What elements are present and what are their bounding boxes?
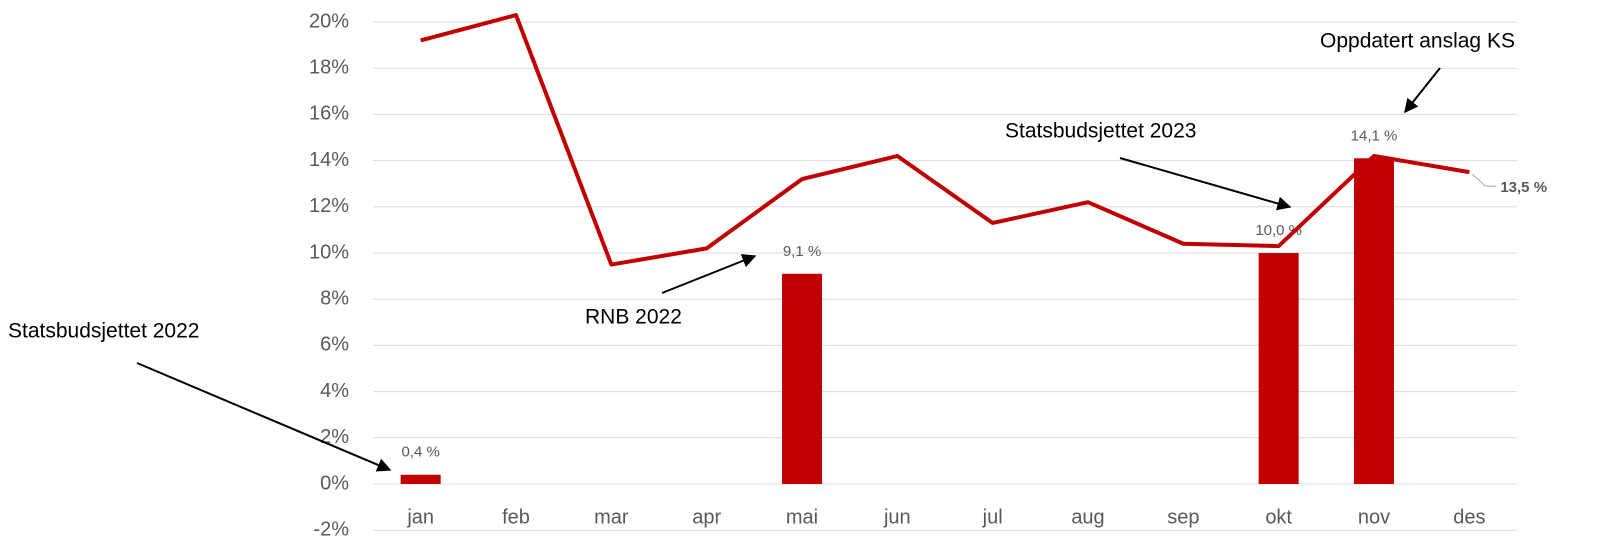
x-tick-label: mar [594, 506, 629, 528]
bar [400, 474, 441, 484]
y-tick-label: 8% [320, 287, 349, 309]
y-tick-label: 6% [320, 334, 349, 356]
bar [782, 273, 822, 484]
leader-line [1471, 173, 1497, 187]
annotation: Statsbudsjettet 2023 [1005, 120, 1196, 143]
y-tick-label: 18% [309, 56, 349, 78]
x-tick-label: jun [883, 506, 911, 528]
value-label: 13,5 % [1500, 179, 1547, 196]
y-tick-label: 12% [309, 195, 349, 217]
y-tick-label: -2% [313, 518, 349, 540]
line [420, 13, 1470, 267]
value-label: 14,1 % [1351, 127, 1398, 144]
value-label: 9,1 % [783, 243, 821, 260]
annotation-arrow [1119, 157, 1292, 211]
y-tick-label: 10% [309, 241, 349, 263]
annotation: Statsbudsjettet 2022 [8, 320, 199, 343]
value-label: 0,4 % [401, 444, 439, 461]
x-tick-label: des [1453, 506, 1485, 528]
annotation-arrow [661, 254, 757, 294]
y-tick-label: 16% [309, 103, 349, 125]
x-tick-label: jan [406, 506, 434, 528]
x-tick-label: aug [1071, 506, 1104, 528]
y-tick-label: 20% [309, 10, 349, 32]
x-tick-label: feb [502, 506, 530, 528]
bar [1258, 253, 1299, 484]
y-tick-label: 14% [309, 149, 349, 171]
x-tick-label: nov [1358, 506, 1390, 528]
annotation-arrow [136, 362, 392, 472]
y-tick-label: 4% [320, 380, 349, 402]
x-tick-label: apr [692, 506, 721, 528]
annotation: Oppdatert anslag KS [1320, 30, 1515, 53]
x-tick-label: sep [1167, 506, 1199, 528]
y-tick-label: 2% [320, 426, 349, 448]
annotation-arrow [1404, 67, 1441, 114]
y-tick-label: 0% [320, 472, 349, 494]
bar [1354, 158, 1394, 485]
x-tick-label: mai [786, 506, 818, 528]
x-tick-label: jul [982, 506, 1003, 528]
x-tick-label: okt [1265, 506, 1292, 528]
annotation: RNB 2022 [585, 306, 682, 329]
